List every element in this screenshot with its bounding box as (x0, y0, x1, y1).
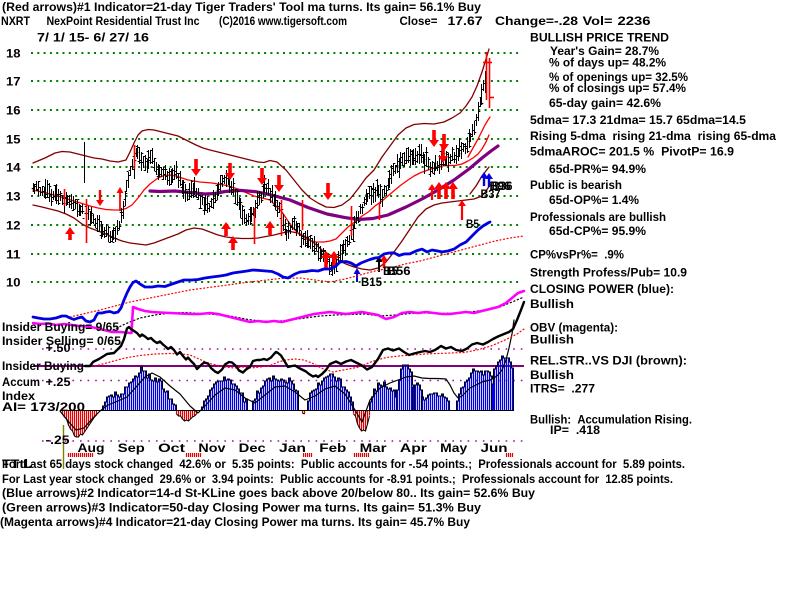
svg-text:(Magenta arrows)#4 Indicator=2: (Magenta arrows)#4 Indicator=21-day Clos… (0, 515, 470, 529)
svg-text:65d-OP%= 1.4%: 65d-OP%= 1.4% (549, 193, 639, 207)
svg-text:(Blue arrows)#2 Indicator=14-d: (Blue arrows)#2 Indicator=14-d St-KLine … (2, 486, 535, 500)
svg-text:10: 10 (6, 276, 21, 290)
svg-text:Sep: Sep (118, 441, 145, 455)
svg-text:Aug: Aug (78, 441, 105, 455)
svg-text:CP%vsPr%= .9%: CP%vsPr%= .9% (530, 248, 624, 262)
svg-text:Apr: Apr (400, 441, 427, 455)
svg-text:B37: B37 (481, 187, 501, 201)
svg-text:5dmaAROC= 201.5 % PivotP= 16.: 5dmaAROC= 201.5 % PivotP= 16.9 (530, 144, 734, 158)
svg-text:Close=: Close= (400, 14, 438, 28)
svg-text:-.25: -.25 (46, 433, 70, 447)
svg-text:65d-PR%= 94.9%: 65d-PR%= 94.9% (549, 162, 646, 176)
svg-text:CLOSING POWER (blue):: CLOSING POWER (blue): (530, 282, 674, 296)
svg-text:16: 16 (6, 104, 21, 118)
svg-text:Rising 5-dma rising 21-dma r: Rising 5-dma rising 21-dma rising 65-dma (530, 129, 776, 143)
svg-text:ITRS= .277: ITRS= .277 (530, 382, 595, 396)
svg-text:17: 17 (6, 75, 21, 89)
svg-text:Feb: Feb (319, 441, 346, 455)
svg-text:Bullish: Bullish (530, 297, 574, 311)
svg-text:+.50: +.50 (46, 341, 71, 355)
svg-text:Dec: Dec (239, 441, 266, 455)
svg-text:65-day gain= 42.6%: 65-day gain= 42.6% (549, 96, 661, 110)
svg-text:Insider Buying: Insider Buying (2, 359, 84, 373)
svg-text:Public is bearish: Public is bearish (530, 178, 622, 192)
svg-text:Year's Gain= 28.7%: Year's Gain= 28.7% (550, 44, 659, 58)
svg-text:AI= 173/200: AI= 173/200 (2, 400, 85, 414)
svg-text:Insider Selling= 0/65: Insider Selling= 0/65 (2, 334, 121, 348)
svg-text:B56: B56 (387, 264, 411, 278)
svg-text:B15: B15 (361, 275, 382, 289)
svg-text:May: May (440, 441, 467, 455)
svg-text:2236: 2236 (618, 14, 651, 28)
svg-text:Index: Index (2, 389, 35, 403)
svg-text:B5: B5 (466, 217, 479, 231)
svg-text:B36: B36 (492, 179, 513, 193)
svg-text:Bullish: Bullish (530, 333, 574, 347)
svg-text:Strength Profess/Pub= 10.9: Strength Profess/Pub= 10.9 (530, 265, 687, 279)
svg-text:OBV (magenta):: OBV (magenta): (530, 320, 618, 334)
svg-text:11: 11 (6, 248, 21, 262)
svg-text:15: 15 (6, 133, 21, 147)
svg-text:Accum: Accum (2, 375, 40, 389)
svg-text:Bullish: Accumulation Rising.: Bullish: Accumulation Rising. (530, 413, 692, 427)
svg-text:Vol=: Vol= (583, 14, 613, 28)
svg-text:REL.STR..VS DJI (brown):: REL.STR..VS DJI (brown): (530, 353, 687, 367)
svg-text:B96: B96 (490, 179, 511, 193)
svg-text:Nov: Nov (198, 441, 225, 455)
svg-text:(Green arrows)#3 Indicator=50-: (Green arrows)#3 Indicator=50-day Closin… (2, 501, 481, 515)
svg-text:Bullish: Bullish (530, 368, 574, 382)
svg-text:% of days up= 48.2%: % of days up= 48.2% (549, 56, 666, 70)
svg-text:(C)2016 www.tigersoft.com: (C)2016 www.tigersoft.com (219, 14, 347, 28)
svg-text:TTtl.: TTtl. (2, 457, 32, 471)
svg-text:12: 12 (6, 219, 21, 233)
svg-text:Insider Buying= 9/65: Insider Buying= 9/65 (2, 320, 119, 334)
svg-text:For Last year stock changed 2: For Last year stock changed 29.6% or 3.9… (2, 472, 673, 486)
svg-text:Mar: Mar (360, 441, 387, 455)
svg-text:BULLISH PRICE TREND: BULLISH PRICE TREND (530, 31, 669, 45)
svg-text:17.67: 17.67 (448, 14, 483, 28)
svg-text:% of openings up= 32.5%: % of openings up= 32.5% (549, 70, 688, 84)
svg-text:+.25: +.25 (46, 375, 71, 389)
svg-text:Change=-.28: Change=-.28 (495, 14, 578, 28)
svg-text:Professionals are bullish: Professionals are bullish (530, 210, 666, 224)
svg-text:IP= .418: IP= .418 (550, 423, 600, 437)
svg-text:13: 13 (6, 190, 21, 204)
svg-text:Oct: Oct (158, 441, 185, 455)
svg-text:B5: B5 (383, 264, 398, 278)
svg-text:NexPoint Residential Trust Inc: NexPoint Residential Trust Inc (47, 14, 200, 28)
svg-text:(Red arrows)#1 Indicator=21-da: (Red arrows)#1 Indicator=21-day Tiger Tr… (2, 0, 481, 14)
svg-text:18: 18 (6, 47, 21, 61)
svg-text:14: 14 (6, 161, 21, 175)
svg-text:For Last 65 days stock changed: For Last 65 days stock changed 42.6% or … (2, 457, 685, 471)
svg-text:7/ 1/ 15- 6/ 27/ 16: 7/ 1/ 15- 6/ 27/ 16 (37, 31, 149, 45)
svg-text:% of closings up= 57.4%: % of closings up= 57.4% (549, 81, 686, 95)
svg-text:NXRT: NXRT (1, 14, 31, 28)
svg-text:Jun: Jun (481, 441, 508, 455)
svg-text:65d-CP%= 95.9%: 65d-CP%= 95.9% (549, 224, 646, 238)
svg-text:5dma= 17.3 21dma= 15.7 65dma=1: 5dma= 17.3 21dma= 15.7 65dma=14.5 (530, 113, 746, 127)
svg-text:Jan: Jan (279, 441, 306, 455)
